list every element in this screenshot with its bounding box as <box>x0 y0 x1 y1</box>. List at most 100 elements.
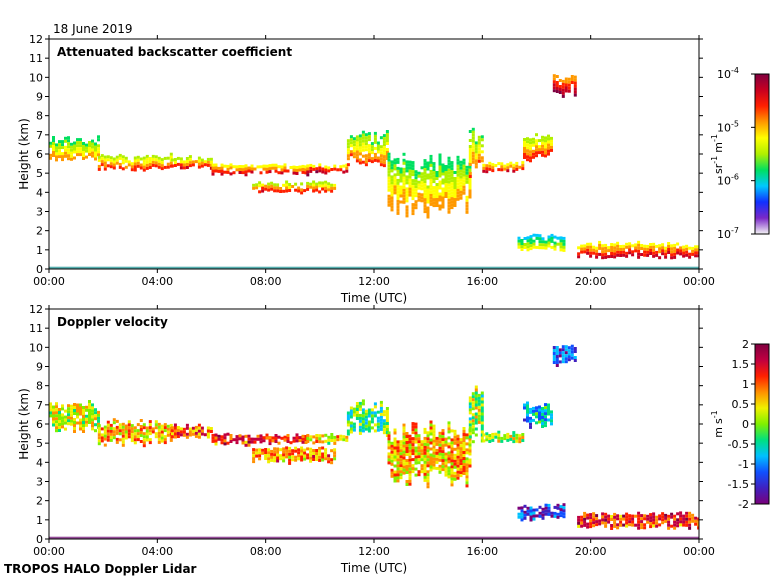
velocity-cell <box>82 427 85 430</box>
velocity-cell <box>432 436 436 440</box>
backscatter-cell <box>238 165 242 168</box>
backscatter-cell <box>352 140 356 144</box>
backscatter-cell <box>616 253 620 257</box>
backscatter-cell <box>471 133 475 137</box>
velocity-cell <box>541 513 545 517</box>
velocity-cell <box>64 427 67 431</box>
backscatter-cell <box>327 182 331 186</box>
velocity-cell <box>250 437 254 441</box>
velocity-cell <box>420 446 424 450</box>
velocity-cell <box>429 423 433 427</box>
backscatter-cell <box>124 159 128 163</box>
velocity-cell <box>64 418 67 422</box>
backscatter-cell <box>471 148 475 152</box>
backscatter-cell <box>697 251 699 255</box>
backscatter-cell <box>405 190 409 194</box>
velocity-cell <box>76 406 79 410</box>
backscatter-cell <box>185 157 189 160</box>
backscatter-cell <box>73 144 76 148</box>
velocity-cell <box>423 475 427 479</box>
backscatter-cell <box>468 151 472 154</box>
velocity-cell <box>247 440 251 444</box>
backscatter-cell <box>520 248 524 251</box>
velocity-cell <box>456 476 460 480</box>
backscatter-cell <box>373 158 377 162</box>
backscatter-cell <box>691 249 695 253</box>
velocity-cell <box>97 442 101 446</box>
velocity-cell <box>82 430 85 433</box>
velocity-cell <box>520 512 524 516</box>
backscatter-cell <box>349 144 353 148</box>
backscatter-cell <box>399 167 403 171</box>
backscatter-cell <box>321 181 325 185</box>
velocity-cell <box>497 439 501 443</box>
backscatter-cell <box>643 247 647 251</box>
velocity-cell <box>324 448 328 452</box>
backscatter-cell <box>405 175 409 179</box>
backscatter-cell <box>532 137 535 141</box>
backscatter-cell <box>170 164 174 168</box>
backscatter-cell <box>420 196 424 200</box>
backscatter-cell <box>541 150 544 154</box>
velocity-cell <box>488 440 492 443</box>
backscatter-cell <box>459 187 463 191</box>
velocity-cell <box>402 450 406 454</box>
velocity-cell <box>541 516 545 520</box>
velocity-cell <box>517 512 521 516</box>
backscatter-cell <box>209 160 213 164</box>
velocity-cell <box>423 469 427 473</box>
backscatter-cell <box>676 248 680 252</box>
velocity-cell <box>321 440 325 444</box>
footer-label: TROPOS HALO Doppler Lidar <box>4 562 197 576</box>
velocity-cell <box>376 428 380 432</box>
backscatter-cell <box>70 148 73 152</box>
backscatter-cell <box>364 136 368 140</box>
backscatter-cell <box>426 173 430 177</box>
velocity-cell <box>426 479 430 483</box>
velocity-cell <box>477 420 481 424</box>
velocity-cell <box>468 411 472 415</box>
backscatter-cell <box>82 151 85 154</box>
velocity-cell <box>346 423 350 427</box>
velocity-cell <box>619 520 623 524</box>
backscatter-cell <box>619 251 623 254</box>
backscatter-cell <box>364 154 368 158</box>
velocity-cell <box>471 401 475 405</box>
velocity-cell <box>564 348 568 352</box>
velocity-cell <box>304 435 308 438</box>
velocity-cell <box>103 428 107 432</box>
velocity-cell <box>465 451 469 455</box>
backscatter-cell <box>402 179 406 183</box>
backscatter-cell <box>685 244 689 248</box>
velocity-cell <box>655 518 659 522</box>
velocity-cell <box>300 449 304 453</box>
backscatter-cell <box>82 157 85 160</box>
velocity-cell <box>520 506 524 510</box>
velocity-cell <box>342 438 346 442</box>
velocity-cell <box>570 350 574 354</box>
velocity-cell <box>387 461 391 465</box>
backscatter-cell <box>327 188 331 192</box>
velocity-cell <box>399 443 403 447</box>
backscatter-cell <box>640 244 644 247</box>
velocity-cell <box>491 435 495 439</box>
backscatter-cell <box>468 130 472 133</box>
velocity-cell <box>577 521 581 525</box>
velocity-cell <box>191 429 195 433</box>
backscatter-cell <box>561 82 565 86</box>
velocity-cell <box>255 454 259 458</box>
backscatter-cell <box>420 184 424 188</box>
velocity-cell <box>459 453 463 457</box>
velocity-cell <box>408 449 412 453</box>
backscatter-cell <box>223 170 227 174</box>
backscatter-cell <box>306 164 310 168</box>
velocity-cell <box>259 434 263 438</box>
velocity-cell <box>70 422 73 426</box>
backscatter-cell <box>595 249 599 253</box>
velocity-cell <box>673 526 677 530</box>
velocity-cell <box>118 432 122 436</box>
backscatter-cell <box>408 175 412 179</box>
backscatter-cell <box>477 156 481 160</box>
velocity-cell <box>500 436 504 440</box>
backscatter-cell <box>444 171 448 174</box>
